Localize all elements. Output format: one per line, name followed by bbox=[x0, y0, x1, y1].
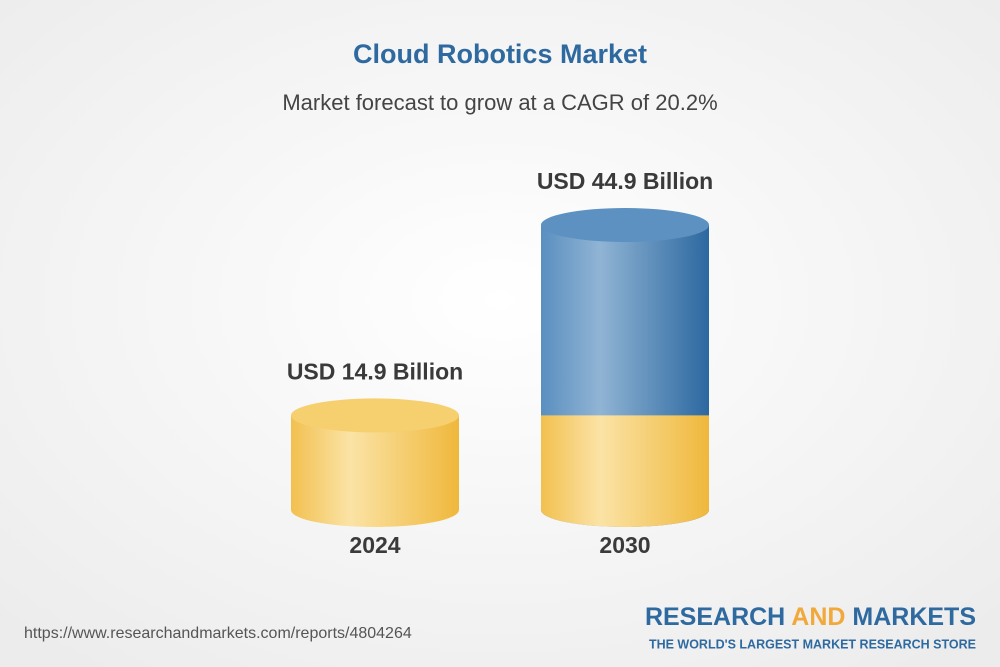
brand-word: AND bbox=[791, 603, 845, 631]
source-url: https://www.researchandmarkets.com/repor… bbox=[24, 625, 412, 642]
x-tick-label: 2024 bbox=[349, 532, 400, 558]
cylinder-body bbox=[541, 415, 709, 527]
cylinder-body bbox=[291, 415, 459, 527]
brand-word: RESEARCH bbox=[645, 603, 785, 631]
value-label: USD 44.9 Billion bbox=[537, 168, 713, 194]
cylinder-top bbox=[291, 398, 459, 433]
x-tick-label: 2030 bbox=[599, 532, 650, 558]
brand-word: MARKETS bbox=[852, 603, 976, 631]
chart-title: Cloud Robotics Market bbox=[353, 39, 647, 69]
value-label: USD 14.9 Billion bbox=[287, 359, 463, 385]
chart-subtitle: Market forecast to grow at a CAGR of 20.… bbox=[282, 90, 717, 115]
brand-tagline: THE WORLD'S LARGEST MARKET RESEARCH STOR… bbox=[649, 637, 976, 651]
brand: RESEARCH AND MARKETS bbox=[645, 603, 976, 631]
cylinder-top bbox=[541, 208, 709, 242]
plot: USD 14.9 Billion 2024 USD 44.9 Billion 2030 bbox=[287, 168, 713, 558]
